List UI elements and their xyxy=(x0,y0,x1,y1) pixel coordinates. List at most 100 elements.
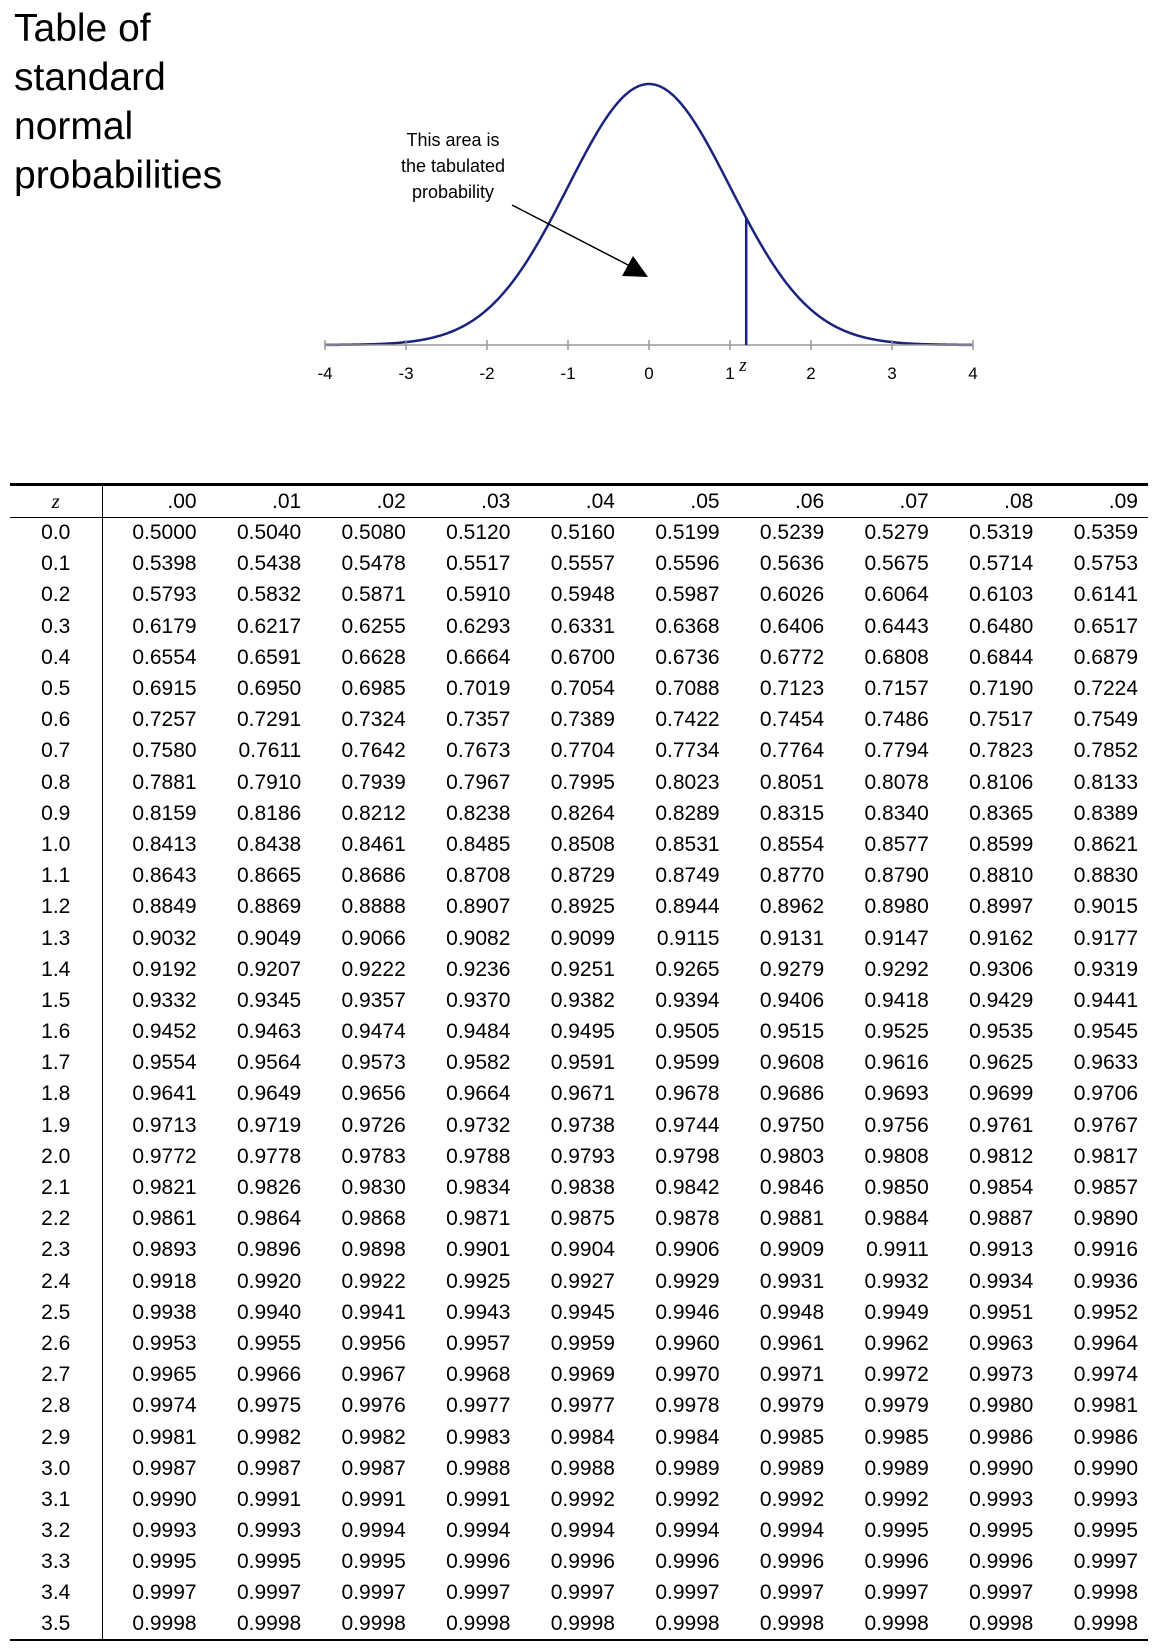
probability-cell: 0.7611 xyxy=(238,739,302,763)
probability-cell: 0.9995 xyxy=(132,1550,197,1574)
probability-cell: 0.7794 xyxy=(864,739,929,763)
probability-cell: 0.9989 xyxy=(655,1456,720,1480)
table-row: 1.1 0.8643 0.8665 0.8686 0.8708 0.8729 0.8749 0… xyxy=(10,860,1148,892)
probability-cell: 0.9573 xyxy=(341,1051,406,1075)
probability-cell: 0.7673 xyxy=(446,739,511,763)
z-value-cell: 2.6 xyxy=(10,1328,103,1360)
table-row: 1.9 0.9713 0.9719 0.9726 0.9732 0.9738 0.9744 0… xyxy=(10,1110,1148,1142)
probability-cell: 0.9993 xyxy=(969,1487,1034,1511)
probability-cell: 0.6985 xyxy=(341,677,406,701)
probability-cell: 0.9826 xyxy=(236,1176,302,1200)
probability-cell: 0.5910 xyxy=(446,583,511,607)
probability-cell: 0.9984 xyxy=(655,1425,720,1449)
x-tick-label: -4 xyxy=(317,364,332,383)
table-row: 2.4 0.9918 0.9920 0.9922 0.9925 0.9927 0.9929 0… xyxy=(10,1266,1148,1298)
probability-cell: 0.7324 xyxy=(341,708,406,732)
probability-cell: 0.8315 xyxy=(759,801,825,825)
probability-cell: 0.9932 xyxy=(864,1269,929,1293)
probability-cell: 0.9982 xyxy=(341,1425,406,1449)
table-row: 0.8 0.7881 0.7910 0.7939 0.7967 0.7995 0.8023 0… xyxy=(10,767,1148,799)
z-marker-label: z xyxy=(738,355,747,376)
probability-cell: 0.9452 xyxy=(132,1020,197,1044)
z-value-cell: 3.3 xyxy=(10,1546,103,1578)
probability-cell: 0.9082 xyxy=(446,926,511,950)
probability-cell: 0.9817 xyxy=(1073,1144,1138,1168)
probability-cell: 0.9911 xyxy=(866,1238,929,1262)
probability-cell: 0.9798 xyxy=(655,1144,720,1168)
probability-cell: 0.9861 xyxy=(132,1207,197,1231)
probability-cell: 0.6064 xyxy=(864,583,929,607)
probability-cell: 0.6772 xyxy=(759,645,825,669)
x-tick-label: 3 xyxy=(887,364,896,383)
probability-cell: 0.9778 xyxy=(236,1144,302,1168)
probability-cell: 0.7734 xyxy=(655,739,720,763)
probability-cell: 0.7054 xyxy=(550,677,615,701)
probability-cell: 0.9726 xyxy=(341,1113,406,1137)
probability-cell: 0.9998 xyxy=(834,1609,939,1642)
table-row: 1.7 0.9554 0.9564 0.9573 0.9582 0.9591 0.9599 0… xyxy=(10,1047,1148,1079)
probability-cell: 0.8830 xyxy=(1073,864,1138,888)
probability-cell: 0.5080 xyxy=(341,521,406,545)
probability-cell: 0.9997 xyxy=(550,1581,615,1605)
probability-cell: 0.9222 xyxy=(341,957,406,981)
normal-curve xyxy=(325,82,973,347)
probability-cell: 0.9913 xyxy=(969,1238,1034,1262)
probability-cell: 0.9649 xyxy=(236,1082,302,1106)
probability-cell: 0.9965 xyxy=(132,1363,197,1387)
probability-cell: 0.7549 xyxy=(1073,708,1138,732)
z-value-cell: 2.3 xyxy=(10,1234,103,1266)
probability-cell: 0.9997 xyxy=(341,1581,406,1605)
probability-cell: 0.9949 xyxy=(864,1300,929,1324)
probability-cell: 0.9976 xyxy=(341,1394,406,1418)
column-header: .08 xyxy=(938,483,1044,518)
probability-cell: 0.9850 xyxy=(864,1176,929,1200)
probability-cell: 0.9982 xyxy=(236,1425,302,1449)
probability-cell: 0.9744 xyxy=(655,1113,720,1137)
probability-cell: 0.8770 xyxy=(759,864,825,888)
table-header-row: z .00.01.02.03.04.05.06.07.08.09 xyxy=(10,483,1148,518)
probability-cell: 0.9732 xyxy=(446,1113,511,1137)
z-value-cell: 2.8 xyxy=(10,1390,103,1422)
probability-cell: 0.9713 xyxy=(132,1113,197,1137)
probability-cell: 0.9993 xyxy=(132,1519,197,1543)
probability-cell: 0.7823 xyxy=(969,739,1034,763)
probability-cell: 0.9992 xyxy=(550,1487,615,1511)
probability-cell: 0.9992 xyxy=(759,1487,825,1511)
probability-cell: 0.9991 xyxy=(236,1487,302,1511)
probability-cell: 0.8186 xyxy=(236,801,302,825)
probability-cell: 0.9525 xyxy=(864,1020,929,1044)
probability-cell: 0.9591 xyxy=(550,1051,615,1075)
probability-cell: 0.9625 xyxy=(969,1051,1034,1075)
probability-cell: 0.9406 xyxy=(759,988,825,1012)
probability-cell: 0.9608 xyxy=(759,1051,825,1075)
z-value-cell: 0.7 xyxy=(10,735,103,767)
probability-cell: 0.9975 xyxy=(236,1394,302,1418)
probability-cell: 0.9909 xyxy=(759,1238,825,1262)
probability-cell: 0.9974 xyxy=(1073,1363,1138,1387)
probability-cell: 0.9854 xyxy=(969,1176,1034,1200)
z-column-header: z xyxy=(10,483,103,518)
probability-cell: 0.9838 xyxy=(550,1176,615,1200)
table-row: 2.7 0.9965 0.9966 0.9967 0.9968 0.9969 0.9970 0… xyxy=(10,1359,1148,1391)
probability-cell: 0.9996 xyxy=(864,1550,929,1574)
probability-cell: 0.5279 xyxy=(864,521,929,545)
probability-cell: 0.9767 xyxy=(1073,1113,1138,1137)
probability-cell: 0.7224 xyxy=(1073,677,1138,701)
probability-cell: 0.9515 xyxy=(759,1020,825,1044)
annotation-line: This area is xyxy=(406,130,499,150)
probability-cell: 0.9967 xyxy=(341,1363,406,1387)
probability-cell: 0.8810 xyxy=(969,864,1034,888)
probability-cell: 0.6480 xyxy=(969,614,1034,638)
probability-cell: 0.8997 xyxy=(969,895,1034,919)
z-value-cell: 2.7 xyxy=(10,1359,103,1391)
probability-cell: 0.9564 xyxy=(236,1051,302,1075)
probability-cell: 0.6950 xyxy=(236,677,302,701)
probability-cell: 0.9998 xyxy=(1043,1609,1148,1642)
z-value-cell: 0.2 xyxy=(10,579,103,612)
z-value-cell: 1.3 xyxy=(10,922,103,955)
probability-cell: 0.9495 xyxy=(550,1020,615,1044)
probability-cell: 0.9864 xyxy=(236,1207,302,1231)
column-header: .06 xyxy=(729,483,835,518)
z-value-cell: 2.5 xyxy=(10,1297,103,1329)
probability-cell: 0.9996 xyxy=(759,1550,825,1574)
